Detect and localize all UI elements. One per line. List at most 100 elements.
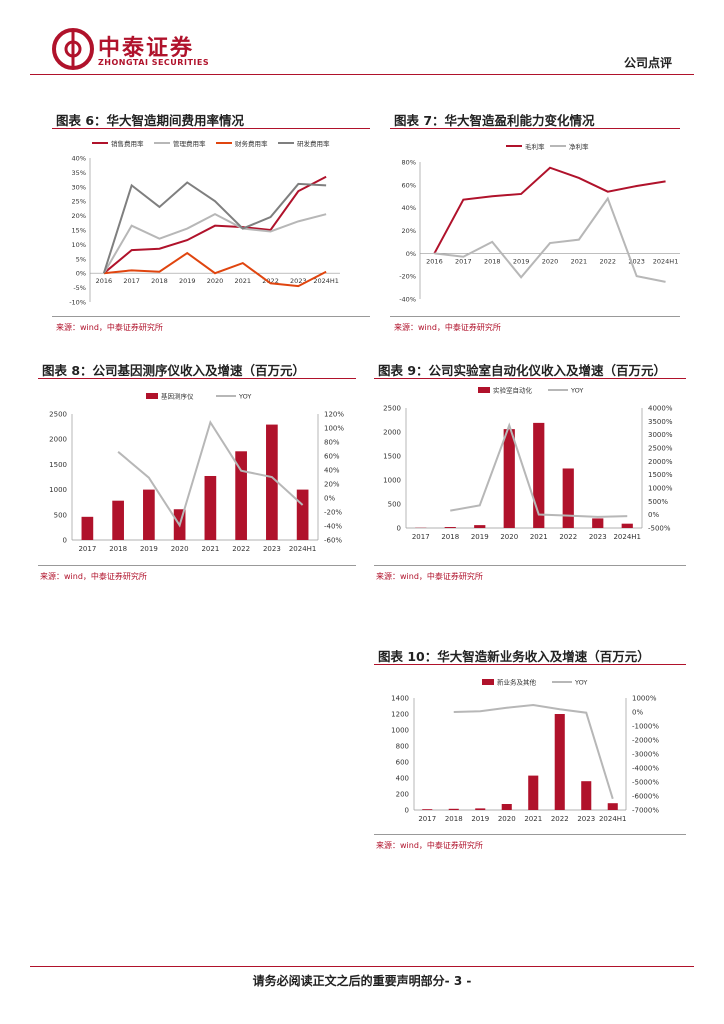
fig6-x-tick: 2021 [235, 277, 252, 285]
fig6-source-rule [52, 316, 370, 317]
fig9-title-bar [374, 356, 686, 379]
fig6-x-tick: 2017 [123, 277, 140, 285]
fig10-y-tick: 0 [405, 807, 409, 815]
header-rule [30, 74, 694, 75]
fig10-x-tick: 2019 [471, 815, 489, 823]
fig6-series-line-1 [103, 213, 327, 274]
fig6-x-tick: 2020 [207, 277, 224, 285]
fig8-x-tick: 2020 [171, 545, 189, 553]
fig7-x-tick: 2019 [513, 257, 530, 265]
fig8-legend-label: YOY [238, 393, 251, 401]
fig6-x-tick: 2022 [262, 277, 279, 285]
fig10-x-tick: 2024H1 [599, 815, 627, 823]
fig10-y2-tick: -5000% [632, 779, 659, 787]
fig9-bar [592, 518, 604, 528]
fig7-y-tick: 80% [402, 159, 416, 167]
fig9-x-tick: 2021 [530, 533, 548, 541]
fig6-y-tick: 10% [72, 241, 86, 249]
fig6-y-tick: 25% [72, 198, 86, 206]
fig7-source-rule [390, 316, 680, 317]
fig8-y2-tick: -60% [324, 537, 342, 545]
fig7-y-tick: 0% [406, 250, 416, 258]
fig7-x-tick: 2024H1 [653, 257, 679, 265]
fig8-title-bar [38, 356, 356, 379]
fig6-legend-label: 研发费用率 [297, 139, 330, 148]
fig8-source: 来源：wind，中泰证券研究所 [40, 572, 147, 581]
fig9-y-tick: 2500 [383, 405, 401, 413]
fig9-bar [474, 525, 486, 528]
fig7-y-tick: 60% [402, 181, 416, 189]
fig10-bar [607, 803, 618, 810]
fig7-x-tick: 2022 [600, 257, 617, 265]
fig8-y2-tick: 40% [324, 467, 340, 475]
fig10-y2-tick: -3000% [632, 751, 659, 759]
fig8-x-tick: 2023 [263, 545, 281, 553]
fig10-y2-tick: -4000% [632, 765, 659, 773]
fig10-x-tick: 2017 [418, 815, 436, 823]
fig8-chart: 基因测序仪 YOY 0 500 1000 1500 2000 2500 -60% -40% -20%… [49, 392, 344, 554]
fig7-x-tick: 2018 [484, 257, 501, 265]
fig9-title: 图表 9：公司实验室自动化仪收入及增速（百万元） [378, 363, 667, 378]
fig9-legend-swatch [478, 387, 490, 393]
fig8-x-tick: 2022 [232, 545, 250, 553]
fig9-source: 来源：wind，中泰证券研究所 [376, 572, 483, 581]
logo-text-en: ZHONGTAI SECURITIES [98, 58, 210, 67]
fig10-y-tick: 600 [396, 759, 409, 767]
footer-disclaimer: 请务必阅读正文之后的重要声明部分- 3 - [252, 974, 472, 988]
fig8-yoy-line [117, 420, 304, 528]
fig6-chart: 销售费用率 管理费用率 财务费用率 研发费用率 -10% -5% 0% 5% 10% 15% 20%… [69, 139, 340, 307]
fig9-bar [444, 527, 456, 528]
fig10-x-tick: 2020 [498, 815, 516, 823]
fig6-y-tick: -5% [73, 284, 86, 292]
fig7-x-tick: 2021 [571, 257, 588, 265]
fig8-y-tick: 0 [63, 537, 67, 545]
fig9-x-tick: 2023 [589, 533, 607, 541]
fig10-y2-tick: -2000% [632, 737, 659, 745]
fig10-x-tick: 2018 [445, 815, 463, 823]
fig8-y-tick: 2500 [49, 411, 67, 419]
fig9-y-tick: 0 [397, 525, 401, 533]
fig6-series-line-0 [103, 175, 327, 274]
fig8-x-tick: 2019 [140, 545, 158, 553]
fig8-bar [81, 516, 94, 540]
fig10-y2-tick: 0% [632, 709, 643, 717]
fig9-y2-tick: 4000% [648, 405, 673, 413]
fig9-legend-label: 实验室自动化 [493, 386, 533, 395]
fig9-y2-tick: 1000% [648, 485, 673, 493]
fig7-legend-label: 毛利率 [525, 142, 545, 151]
fig6-title: 图表 6：华大智造期间费用率情况 [56, 113, 245, 128]
fig10-source: 来源：wind，中泰证券研究所 [376, 841, 483, 850]
document-type: 公司点评 [623, 56, 672, 70]
fig9-bar [562, 468, 574, 528]
fig8-y2-tick: 20% [324, 481, 340, 489]
fig10-y2-tick: 1000% [632, 695, 657, 703]
fig6-x-tick: 2016 [96, 277, 113, 285]
fig8-bar [204, 475, 217, 540]
fig8-legend-swatch [146, 393, 158, 399]
fig10-legend-swatch [482, 679, 494, 685]
fig10-x-tick: 2023 [577, 815, 595, 823]
fig8-x-tick: 2017 [78, 545, 96, 553]
fig7-title: 图表 7：华大智造盈利能力变化情况 [394, 113, 595, 128]
fig10-bar [554, 714, 565, 810]
fig10-y-tick: 200 [396, 791, 409, 799]
fig9-legend-label: YOY [570, 387, 583, 395]
fig6-source: 来源：wind，中泰证券研究所 [56, 323, 163, 332]
fig9-y2-tick: 2000% [648, 458, 673, 466]
company-logo: 中泰证券 ZHONGTAI SECURITIES [52, 28, 232, 70]
fig8-x-tick: 2018 [109, 545, 127, 553]
fig7-y-tick: 20% [402, 227, 416, 235]
fig10-y-tick: 1000 [391, 727, 409, 735]
fig6-legend-label: 财务费用率 [235, 139, 268, 148]
fig7-source: 来源：wind，中泰证券研究所 [394, 323, 501, 332]
logo-mark-icon [52, 28, 94, 70]
fig9-y2-tick: 3500% [648, 418, 673, 426]
fig10-bar [528, 775, 539, 810]
fig10-chart: 新业务及其他 YOY 0 200 400 600 800 1000 1200 1400 -7000%… [391, 678, 659, 824]
fig10-bar [501, 804, 512, 810]
fig8-y2-tick: 100% [324, 425, 344, 433]
logo-text-cn: 中泰证券 [98, 36, 195, 61]
fig10-bar [475, 808, 486, 810]
fig8-title: 图表 8：公司基因测序仪收入及增速（百万元） [42, 363, 306, 378]
fig9-bar [533, 422, 545, 528]
